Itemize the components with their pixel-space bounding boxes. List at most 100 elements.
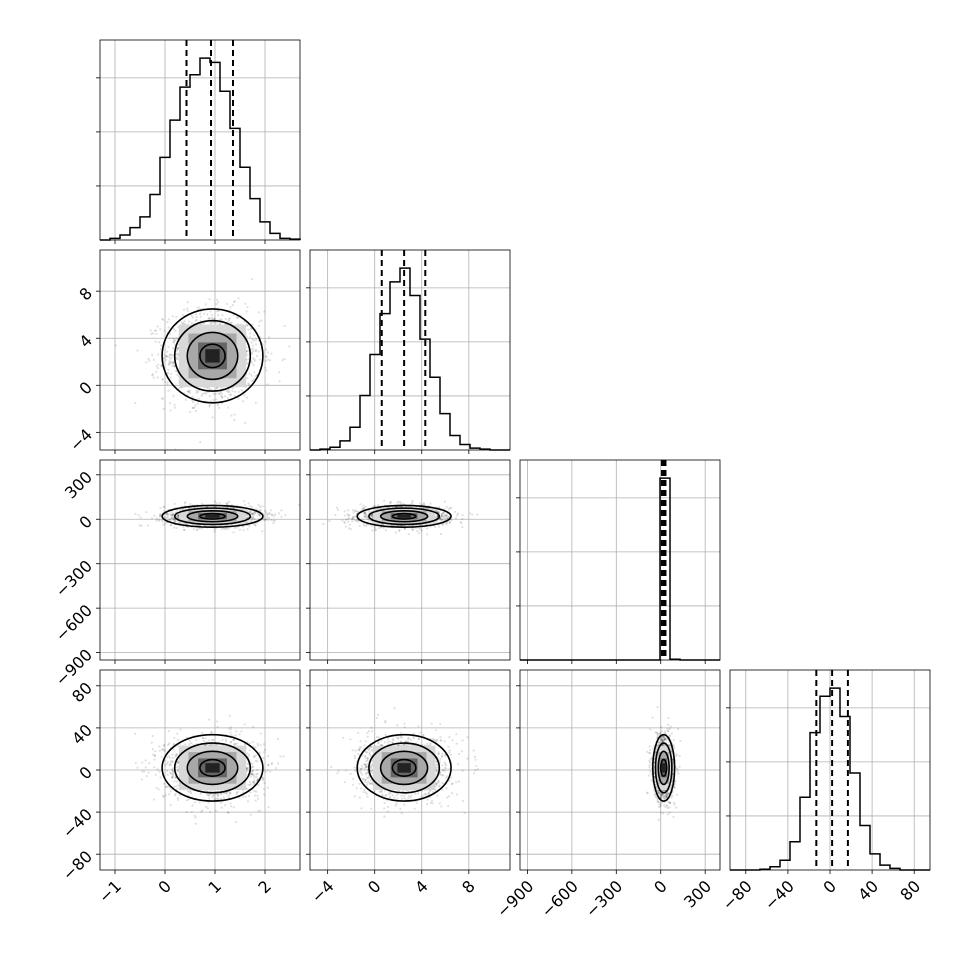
sample-point <box>252 780 255 784</box>
sample-point <box>253 779 256 782</box>
sample-point <box>171 770 174 773</box>
sample-point <box>141 770 144 773</box>
sample-point <box>187 389 190 393</box>
sample-point <box>255 507 258 510</box>
sample-point <box>201 731 204 734</box>
sample-point <box>162 744 165 747</box>
sample-point <box>169 519 172 522</box>
sample-point <box>446 516 449 519</box>
sample-point <box>257 797 260 800</box>
sample-point <box>234 742 237 745</box>
sample-point <box>140 524 143 527</box>
sample-point <box>208 404 212 407</box>
sample-point <box>251 512 254 515</box>
sample-point <box>169 401 172 405</box>
sample-point <box>365 514 368 517</box>
sample-point <box>251 769 254 773</box>
sample-point <box>341 519 344 522</box>
sample-point <box>187 506 191 510</box>
sample-point <box>170 514 173 517</box>
sample-point <box>189 792 193 795</box>
sample-point <box>161 396 164 400</box>
sample-point <box>257 324 261 327</box>
sample-point <box>203 391 206 395</box>
sample-point <box>208 298 211 301</box>
sample-point <box>261 505 264 508</box>
sample-point <box>242 400 245 403</box>
sample-point <box>252 350 255 353</box>
sample-point <box>264 348 268 351</box>
sample-point <box>246 516 250 519</box>
sample-point <box>148 359 151 362</box>
sample-point <box>209 321 212 324</box>
sample-point <box>237 397 240 400</box>
sample-point <box>364 513 367 516</box>
sample-point <box>187 798 190 801</box>
sample-point <box>442 510 445 514</box>
sample-point <box>171 514 174 517</box>
sample-point <box>362 504 365 507</box>
sample-point <box>186 307 189 310</box>
sample-point <box>189 789 192 792</box>
sample-point <box>168 359 171 362</box>
sample-point <box>352 511 355 514</box>
sample-point <box>245 324 249 327</box>
sample-point <box>188 389 191 392</box>
sample-point <box>173 785 176 788</box>
sample-point <box>215 501 218 505</box>
sample-point <box>156 376 159 379</box>
sample-point <box>164 358 168 361</box>
sample-point <box>230 321 233 324</box>
sample-point <box>184 500 187 504</box>
sample-point <box>176 346 179 349</box>
sample-point <box>168 756 171 759</box>
sample-point <box>168 362 171 366</box>
sample-point <box>165 355 168 358</box>
sample-point <box>134 401 137 405</box>
sample-point <box>162 515 166 519</box>
sample-point <box>188 740 191 743</box>
sample-point <box>384 528 387 532</box>
sample-point <box>155 519 158 522</box>
sample-point <box>363 515 367 518</box>
sample-point <box>440 515 443 518</box>
sample-point <box>165 355 168 358</box>
sample-point <box>422 501 426 505</box>
sample-point <box>172 361 175 365</box>
sample-point <box>259 509 262 512</box>
sample-point <box>221 396 224 399</box>
sample-point <box>367 518 370 521</box>
sample-point <box>193 801 197 804</box>
scatter-panel-2-1 <box>99 249 301 451</box>
sample-point <box>249 813 252 816</box>
sample-point <box>448 515 451 518</box>
sample-point <box>167 730 170 733</box>
sample-point <box>174 519 177 523</box>
sample-point <box>136 349 139 352</box>
sample-point <box>257 783 260 786</box>
sample-point <box>212 398 215 402</box>
sample-point <box>215 398 218 401</box>
sample-point <box>166 514 170 517</box>
sample-point <box>235 316 239 319</box>
sample-point <box>175 356 178 360</box>
sample-point <box>254 523 257 527</box>
sample-point <box>254 799 257 802</box>
sample-point <box>366 515 369 519</box>
sample-point <box>283 357 286 361</box>
sample-point <box>195 524 198 527</box>
sample-point <box>352 515 355 518</box>
sample-point <box>181 313 185 317</box>
sample-point <box>270 513 273 516</box>
sample-point <box>167 362 171 365</box>
sample-point <box>216 403 219 407</box>
sample-point <box>353 509 357 512</box>
sample-point <box>344 525 347 528</box>
sample-point <box>155 786 158 789</box>
sample-point <box>184 743 187 746</box>
sample-point <box>246 766 249 770</box>
sample-point <box>380 526 383 529</box>
sample-point <box>251 278 254 281</box>
sample-point <box>162 407 165 411</box>
